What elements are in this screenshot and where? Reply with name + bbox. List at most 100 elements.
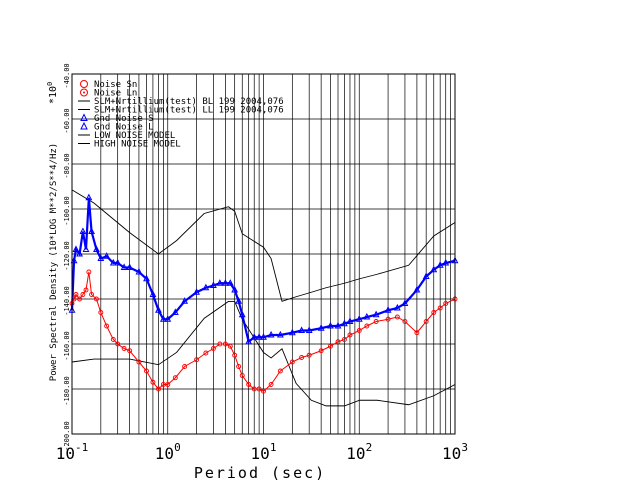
- gnd-noise-s-point: [126, 263, 134, 270]
- noise-sn-point: [414, 330, 420, 336]
- gnd-noise-s-point: [143, 274, 150, 282]
- y-multiplier: *100: [46, 82, 59, 104]
- gnd-noise-s-point: [245, 337, 253, 345]
- noise-sn-point: [239, 373, 245, 378]
- noise-sn-trace: [71, 271, 456, 392]
- low-noise-model-line: [71, 301, 456, 407]
- noise-sn-point: [347, 332, 353, 338]
- noise-sn-point: [80, 292, 86, 297]
- data-series: [68, 193, 459, 394]
- gnd-noise-s-point: [159, 315, 167, 322]
- y-tick-label: -80.00: [63, 153, 71, 178]
- legend-label: Noise Sn: [94, 80, 137, 90]
- y-tick-label: -160.00: [63, 331, 71, 361]
- gnd-noise-s-point: [135, 267, 143, 275]
- gnd-noise-s-point: [317, 324, 325, 331]
- gnd-noise-s-point: [250, 333, 258, 340]
- noise-sn-point: [182, 364, 188, 369]
- gnd-noise-s-point: [216, 279, 224, 286]
- noise-sn-point: [150, 379, 156, 385]
- gnd-noise-s-point: [70, 256, 78, 264]
- gnd-noise-s-point: [103, 252, 111, 259]
- gnd-noise-s-point: [384, 306, 392, 313]
- gnd-noise-s-point: [267, 330, 275, 338]
- legend-label: Gnd Noise S: [94, 114, 154, 124]
- gnd-noise-s-point: [193, 288, 200, 295]
- noise-sn-point: [217, 341, 223, 347]
- noise-sn-point: [194, 357, 200, 363]
- gnd-noise-s-point: [82, 245, 90, 252]
- gnd-noise-s-point: [85, 193, 93, 201]
- y-tick-labels: -200.00 -180.00 -160.00 -140.00 -120.00 -100.…: [63, 63, 71, 450]
- gnd-noise-s-point: [97, 254, 105, 261]
- legend-label: SLM+Nrtillium(test) BL 199 2004,076: [94, 97, 284, 107]
- gnd-noise-s-point: [288, 328, 296, 336]
- y-axis-label: Power Spectral Density (10*LOG M**2/S**4…: [49, 143, 59, 381]
- x-tick-label: 102: [346, 441, 372, 463]
- gnd-noise-s-point: [72, 245, 80, 252]
- gnd-noise-s-point: [231, 285, 239, 293]
- noise-model-lines: [71, 189, 456, 407]
- gnd-noise-s-point: [363, 312, 371, 320]
- noise-sn-point: [115, 341, 121, 347]
- legend-swatch: [80, 121, 88, 130]
- noise-sn-point: [327, 343, 333, 349]
- noise-sn-point: [299, 355, 305, 360]
- legend-label: SLM+Nrtillium(test) LL 199 2004,076: [94, 106, 284, 116]
- legend-label: Gnd Noise L: [94, 123, 154, 133]
- gnd-noise-s-point: [221, 279, 229, 286]
- high-noise-model-line: [71, 189, 456, 302]
- noise-sn-point: [210, 346, 216, 351]
- gnd-noise-s-point: [88, 227, 95, 234]
- noise-sn-point: [277, 368, 283, 374]
- y-tick-label: -140.00: [63, 286, 71, 316]
- y-tick-label: -120.00: [63, 241, 71, 271]
- gnd-noise-s-point: [164, 315, 172, 322]
- noise-sn-point: [341, 337, 347, 342]
- noise-sn-point: [93, 296, 99, 302]
- legend-swatch: [80, 113, 88, 121]
- gnd-noise-s-point: [210, 281, 217, 288]
- noise-sn-point: [83, 287, 89, 293]
- x-tick-label: 103: [442, 441, 468, 463]
- x-tick-labels: 10-1 100 101 102 103: [56, 441, 468, 463]
- y-multiplier-exp: 0: [46, 82, 54, 86]
- grid: [71, 73, 455, 435]
- gnd-noise-s-point: [149, 290, 157, 297]
- gnd-noise-s-point: [93, 245, 100, 252]
- noise-sn-point: [121, 346, 127, 351]
- noise-sn-point: [437, 305, 443, 311]
- legend-swatch-dot: [83, 91, 85, 94]
- y-tick-label: -40.00: [63, 63, 71, 88]
- noise-sn-point: [373, 319, 379, 324]
- noise-sn-point: [246, 382, 252, 387]
- gnd-noise-s-point: [413, 285, 421, 293]
- y-tick-label: -180.00: [63, 376, 71, 406]
- gnd-noise-s-point: [120, 263, 128, 270]
- noise-sn-point: [136, 359, 142, 365]
- y-tick-label: -200.00: [63, 421, 71, 451]
- noise-sn-point: [172, 375, 178, 381]
- noise-sn-point: [165, 382, 171, 387]
- plot-frame: [71, 73, 456, 435]
- noise-sn-point: [356, 328, 362, 333]
- noise-sn-point: [222, 341, 228, 347]
- gnd-noise-s-point: [181, 297, 189, 304]
- legend-label: Noise Ln: [94, 89, 137, 99]
- x-tick-label: 101: [251, 441, 277, 463]
- noise-sn-point: [203, 350, 209, 356]
- x-tick-label: 100: [155, 441, 181, 463]
- noise-sn-point: [227, 343, 233, 349]
- gnd-noise-s-point: [276, 330, 284, 338]
- gnd-noise-s-point: [238, 310, 246, 318]
- noise-sn-point: [256, 386, 262, 392]
- noise-sn-point: [86, 269, 92, 275]
- y-multiplier-base: *10: [48, 86, 59, 104]
- gnd-noise-s-point: [76, 249, 84, 257]
- legend-swatch: [80, 88, 88, 97]
- gnd-noise-s-point: [226, 279, 234, 286]
- legend-label: HIGH NOISE MODEL: [94, 140, 181, 150]
- gnd-noise-s-point: [298, 326, 306, 333]
- gnd-noise-s-point: [334, 321, 342, 329]
